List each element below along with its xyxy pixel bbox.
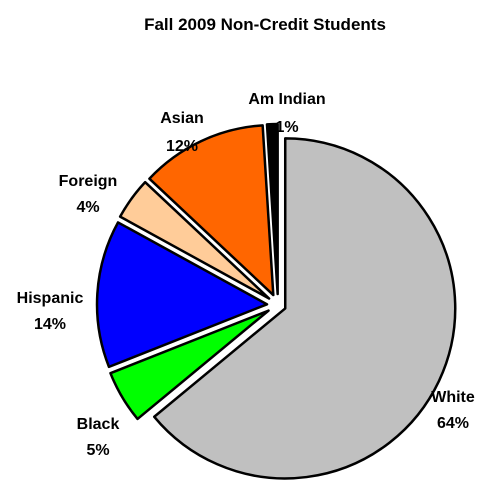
- slice-label-foreign: Foreign 4%: [59, 173, 118, 216]
- slice-label-hispanic-name: Hispanic: [17, 290, 84, 307]
- slice-label-hispanic-value: 14%: [34, 316, 66, 333]
- pie-slices: [95, 122, 457, 480]
- pie-slice-black: [109, 309, 270, 421]
- pie-slice-asian: [148, 124, 275, 297]
- slice-label-white-name: White: [431, 389, 475, 406]
- slice-label-am-indian-name: Am Indian: [248, 91, 325, 108]
- pie-slice-am-indian: [265, 122, 279, 296]
- slice-label-foreign-value: 4%: [76, 199, 99, 216]
- slice-label-am-indian-value: 1%: [275, 119, 298, 136]
- pie-slice-foreign: [118, 180, 271, 300]
- slice-label-hispanic: Hispanic 14%: [17, 290, 84, 333]
- slice-label-foreign-name: Foreign: [59, 173, 118, 190]
- slice-label-am-indian: Am Indian 1%: [248, 91, 325, 136]
- slice-label-black-name: Black: [77, 416, 120, 433]
- pie-slice-white: [153, 137, 457, 480]
- slice-label-white: White 64%: [431, 389, 475, 432]
- slice-label-asian: Asian 12%: [160, 110, 204, 155]
- pie-slice-hispanic: [95, 221, 269, 369]
- slice-label-asian-name: Asian: [160, 110, 204, 127]
- slice-label-black: Black 5%: [77, 416, 120, 459]
- chart-title: Fall 2009 Non-Credit Students: [144, 15, 386, 34]
- slice-label-black-value: 5%: [86, 442, 109, 459]
- slice-label-white-value: 64%: [437, 415, 469, 432]
- slice-label-asian-value: 12%: [166, 138, 198, 155]
